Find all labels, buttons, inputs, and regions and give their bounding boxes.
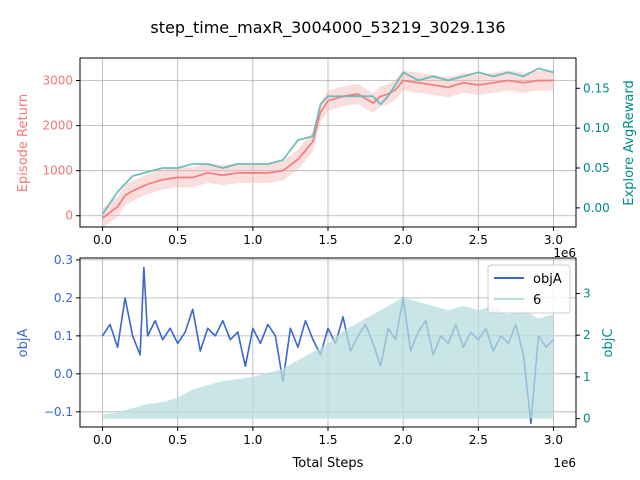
bottom-y-ticks-left: −0.1 0.0 0.1 0.2 0.3: [44, 253, 80, 419]
bottom-x-ticks: 0.0 0.5 1.0 1.5 2.0 2.5 3.0: [93, 427, 563, 447]
bottom-y-left-tick-label: 0.1: [54, 329, 73, 343]
episode-return-line: [102, 79, 554, 219]
bottom-x-offset-label: 1e6: [553, 456, 576, 470]
top-panel: 0.0 0.5 1.0 1.5 2.0 2.5 3.0 0 1000 2000 3000 0.00…: [16, 57, 637, 260]
bottom-y-right-tick-label: 2: [583, 328, 591, 342]
bottom-y-right-tick-label: 1: [583, 370, 591, 384]
top-series-lines: [101, 67, 554, 228]
top-y-right-tick-label: 0.05: [583, 161, 610, 175]
top-x-tick-label: 3.0: [544, 233, 563, 247]
top-x-tick-label: 2.0: [394, 233, 413, 247]
legend-label-objA: objA: [533, 272, 562, 287]
bottom-x-tick-label: 0.0: [93, 433, 112, 447]
top-y-left-tick-label: 3000: [42, 74, 73, 88]
legend-label-6: 6: [533, 293, 541, 308]
top-x-ticks: 0.0 0.5 1.0 1.5 2.0 2.5 3.0: [93, 227, 563, 247]
bottom-y-ticks-right: 0 1 2 3: [576, 286, 591, 426]
figure-title: step_time_maxR_3004000_53219_3029.136: [150, 18, 505, 38]
bottom-y-left-tick-label: −0.1: [44, 405, 73, 419]
bottom-y-left-tick-label: 0.0: [54, 367, 73, 381]
top-y-right-tick-label: 0.00: [583, 201, 610, 215]
top-gridlines: [80, 58, 576, 227]
bottom-y-left-label: objA: [16, 329, 31, 358]
bottom-x-tick-label: 1.0: [243, 433, 262, 447]
bottom-x-tick-label: 0.5: [168, 433, 187, 447]
objC-fill-area: [102, 297, 554, 419]
bottom-x-tick-label: 3.0: [544, 433, 563, 447]
top-y-right-tick-label: 0.15: [583, 81, 610, 95]
top-x-tick-label: 1.0: [243, 233, 262, 247]
bottom-y-right-tick-label: 0: [583, 412, 591, 426]
top-y-right-label: Explore AvgReward: [622, 80, 637, 205]
top-y-left-label: Episode Return: [16, 94, 31, 192]
bottom-panel: 0.0 0.5 1.0 1.5 2.0 2.5 3.0 −0.1 0.0 0.1 0.2 0.3 0…: [16, 253, 616, 471]
top-x-tick-label: 2.5: [469, 233, 488, 247]
top-y-ticks-left: 0 1000 2000 3000: [42, 74, 80, 223]
bottom-y-right-tick-label: 3: [583, 286, 591, 300]
bottom-y-right-label: objC: [601, 329, 616, 358]
top-y-left-tick-label: 2000: [42, 119, 73, 133]
top-y-left-tick-label: 0: [65, 209, 73, 223]
bottom-x-tick-label: 1.5: [318, 433, 337, 447]
top-x-tick-label: 1.5: [318, 233, 337, 247]
bottom-series: [101, 266, 555, 425]
explore-avgreward-line: [101, 67, 554, 215]
top-y-ticks-right: 0.00 0.05 0.10 0.15: [576, 81, 610, 215]
top-y-right-tick-label: 0.10: [583, 121, 610, 135]
top-x-tick-label: 0.5: [168, 233, 187, 247]
top-y-left-tick-label: 1000: [42, 164, 73, 178]
legend: objA 6: [487, 264, 571, 314]
bottom-x-axis-label: Total Steps: [292, 456, 364, 471]
bottom-y-left-tick-label: 0.3: [54, 253, 73, 267]
top-x-offset-label: 1e6: [553, 246, 576, 260]
bottom-x-tick-label: 2.0: [394, 433, 413, 447]
bottom-y-left-tick-label: 0.2: [54, 291, 73, 305]
top-x-tick-label: 0.0: [93, 233, 112, 247]
bottom-x-tick-label: 2.5: [469, 433, 488, 447]
